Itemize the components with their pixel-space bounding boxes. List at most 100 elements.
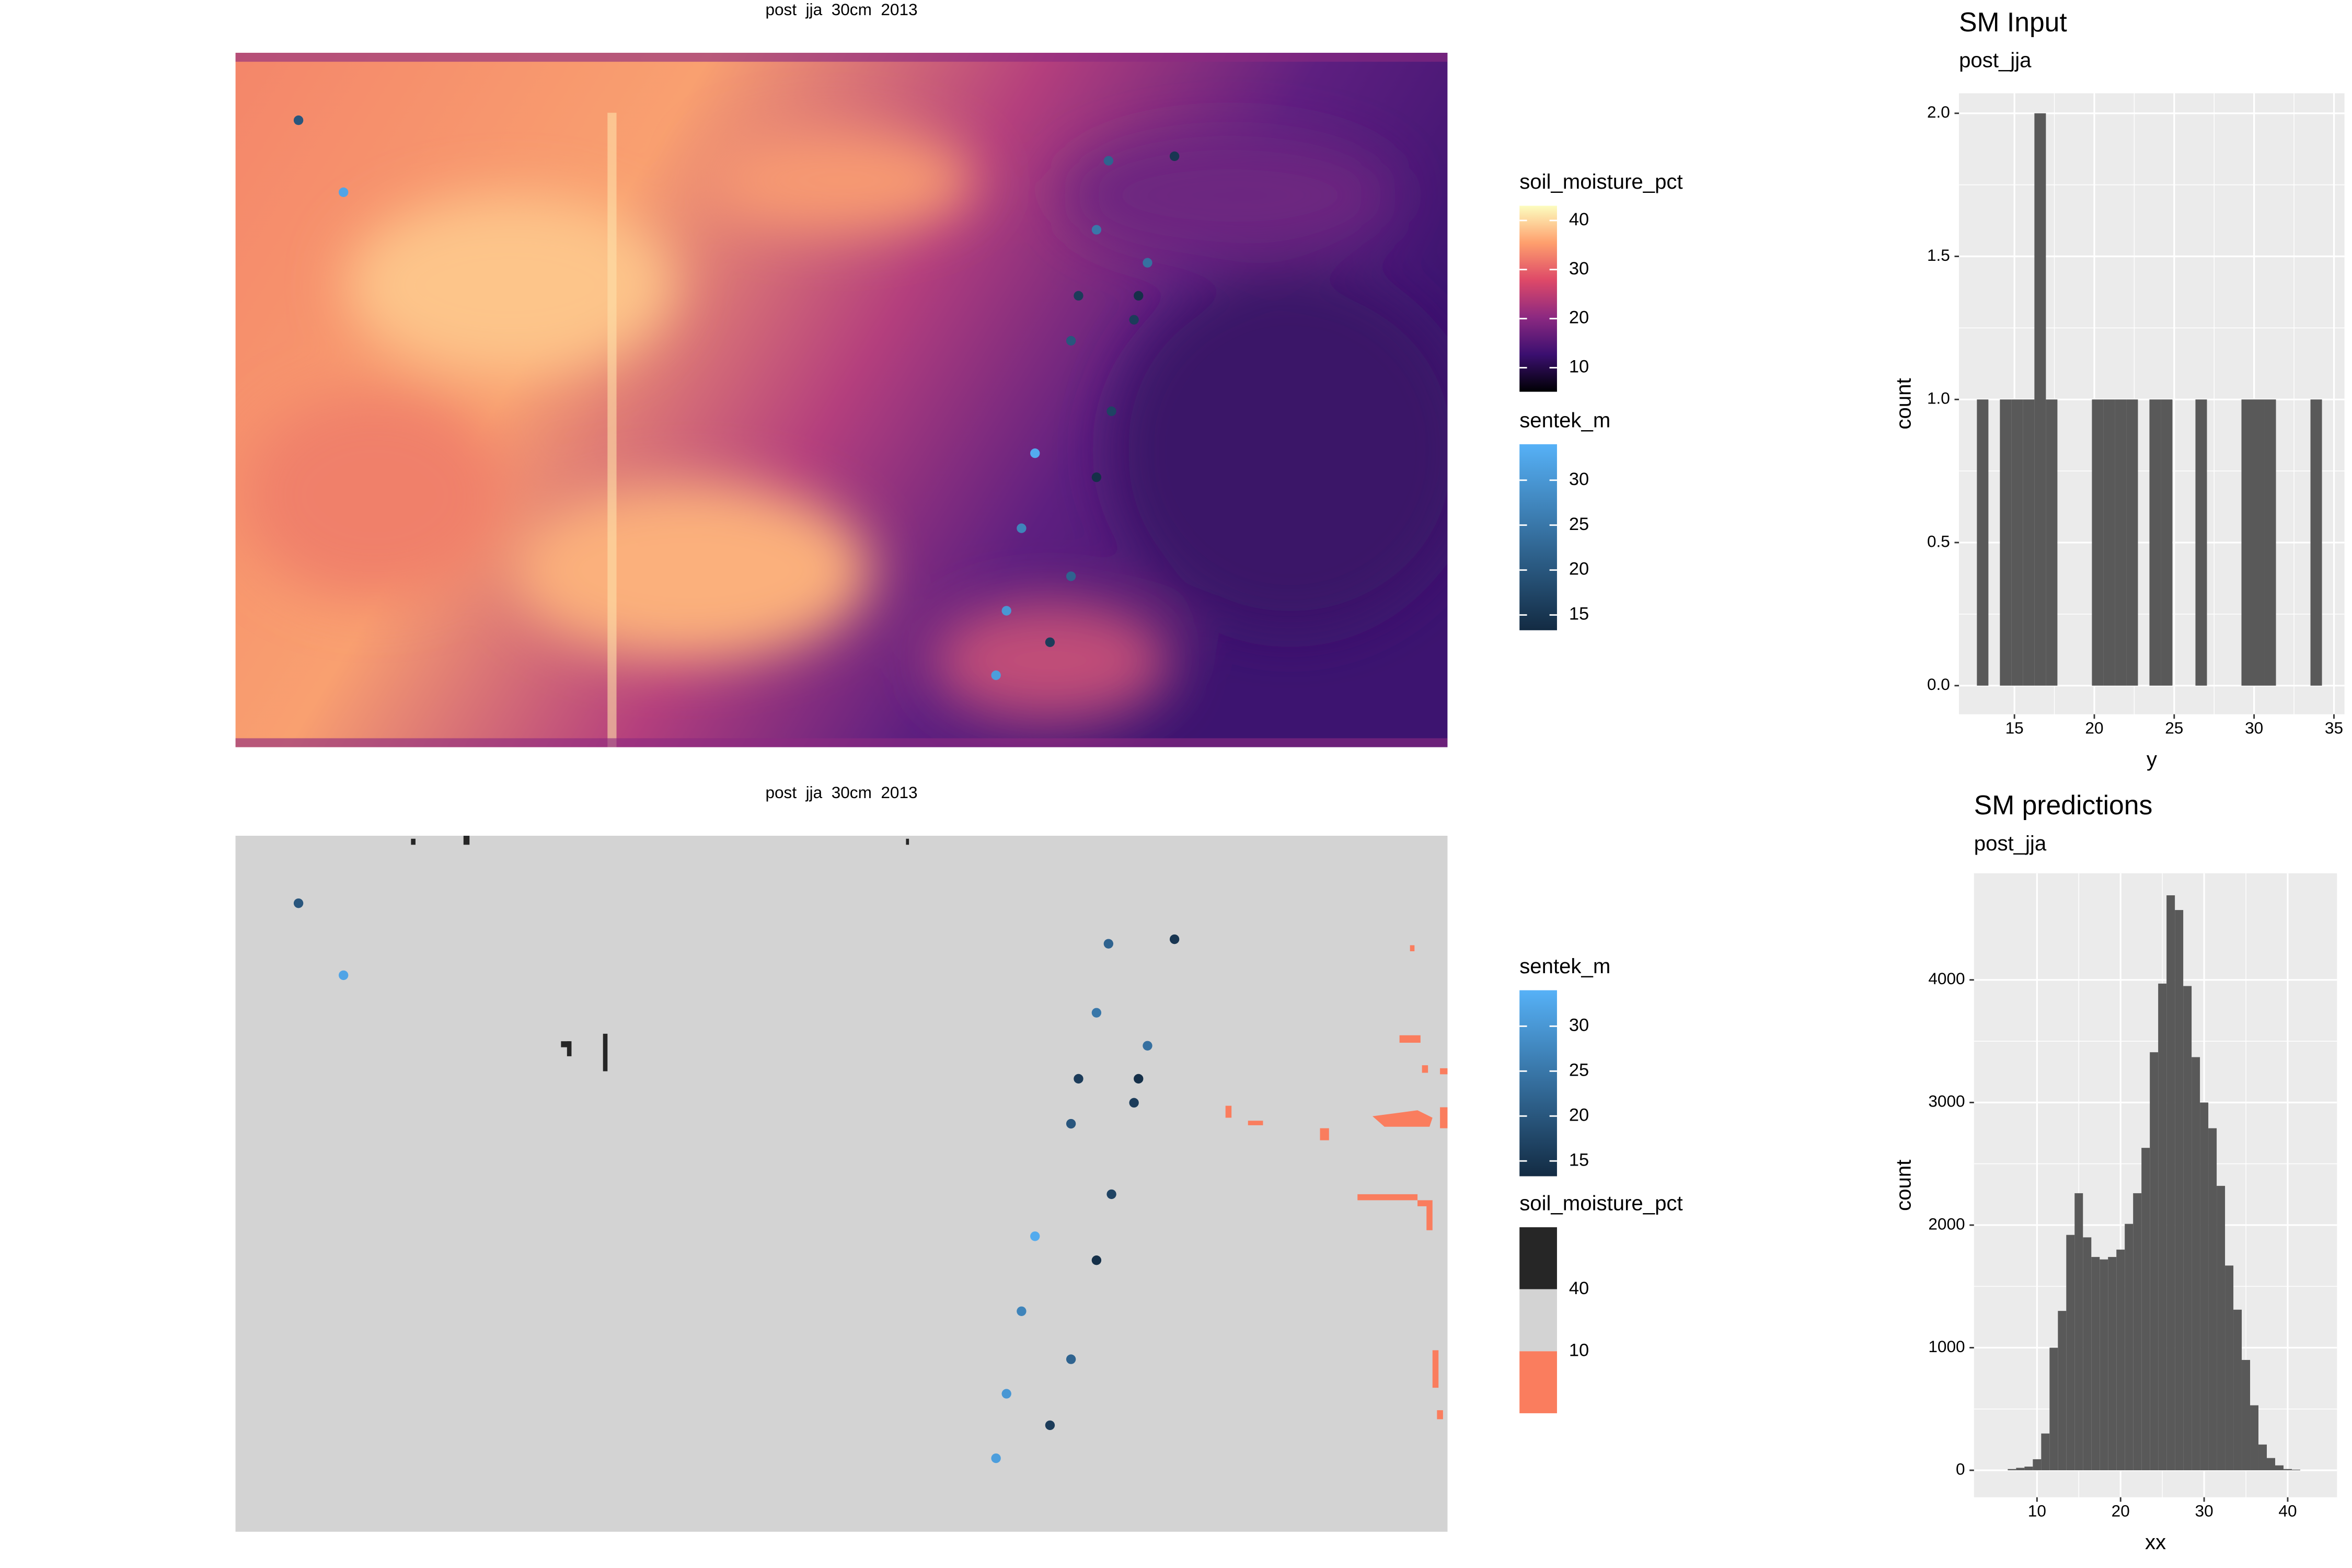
legend-label: 20 xyxy=(1569,308,1589,328)
chart-title: SM Input xyxy=(1959,7,2067,37)
sensor-point xyxy=(1045,637,1055,647)
legend-label: 25 xyxy=(1569,1060,1589,1080)
y-axis-label: count xyxy=(1892,378,1915,429)
sensor-point xyxy=(1169,151,1180,162)
legend-label: 30 xyxy=(1569,1015,1589,1035)
histogram-bar xyxy=(2264,399,2276,686)
histogram-bar xyxy=(2058,1311,2067,1471)
sensor-point xyxy=(1134,291,1144,301)
sensor-point xyxy=(1066,1354,1076,1364)
legend-label: 15 xyxy=(1569,604,1589,624)
chart-title: SM predictions xyxy=(1974,790,2153,820)
legend-label: 30 xyxy=(1569,259,1589,279)
sensor-point xyxy=(1030,448,1040,458)
histogram-bar xyxy=(2074,1193,2083,1471)
x-tick-label: 20 xyxy=(2112,1502,2130,1520)
histogram-bar xyxy=(2253,399,2265,686)
sensor-point xyxy=(1030,1231,1040,1241)
sensor-point xyxy=(1134,1074,1144,1084)
map-title: post jja 30cm 2013 xyxy=(765,0,917,19)
chart-subtitle: post_jja xyxy=(1959,49,2032,72)
histogram-bar xyxy=(2150,1052,2159,1471)
histogram-bar xyxy=(2083,1237,2092,1471)
y-tick-label: 2.0 xyxy=(1927,102,1950,121)
histogram-bar xyxy=(2024,1466,2033,1471)
legend-key xyxy=(1519,1227,1557,1289)
sensor-point xyxy=(991,670,1001,681)
sensor-point xyxy=(1001,606,1011,616)
y-tick-label: 1000 xyxy=(1928,1337,1965,1356)
y-tick-label: 0 xyxy=(1956,1459,1965,1478)
histogram-bar xyxy=(2049,1347,2058,1471)
x-tick-label: 15 xyxy=(2005,719,2024,737)
sensor-point xyxy=(1103,156,1114,166)
histogram-bar xyxy=(2141,1148,2150,1471)
histogram-bar xyxy=(2126,399,2138,686)
y-tick-label: 1.5 xyxy=(1927,246,1950,264)
sensor-point xyxy=(1106,406,1116,417)
y-tick-label: 0.0 xyxy=(1927,675,1950,694)
legend-label: 15 xyxy=(1569,1150,1589,1170)
histogram-bar xyxy=(2283,1469,2292,1471)
sensor-point xyxy=(1045,1420,1055,1431)
legend-title: sentek_m xyxy=(1519,954,1610,978)
histogram-bar xyxy=(1977,399,1989,686)
legend-key xyxy=(1519,1289,1557,1352)
legend-title: soil_moisture_pct xyxy=(1519,170,1682,193)
colorbar xyxy=(1519,990,1557,1177)
histogram-bar xyxy=(2217,1185,2226,1471)
raster xyxy=(235,52,1448,747)
sensor-point xyxy=(293,898,304,908)
histogram-bar xyxy=(2011,399,2023,686)
histogram-bar xyxy=(2192,1057,2200,1471)
colorbar xyxy=(1519,205,1557,392)
histogram-bar xyxy=(2034,113,2046,686)
histogram-bar xyxy=(2046,399,2058,686)
sensor-point xyxy=(1074,1074,1083,1084)
sensor-point xyxy=(339,970,349,981)
legend-title: soil_moisture_pct xyxy=(1519,1192,1682,1215)
histogram-bar xyxy=(2241,399,2253,686)
histogram-bar xyxy=(2133,1193,2142,1471)
histogram-bar xyxy=(2242,1359,2251,1471)
raster xyxy=(235,836,1448,1532)
sensor-point xyxy=(1129,1098,1139,1108)
legend-label: 20 xyxy=(1569,559,1589,579)
sensor-point xyxy=(1066,571,1076,581)
sensor-point xyxy=(1091,1008,1102,1018)
y-tick-label: 0.5 xyxy=(1927,532,1950,550)
sensor-point xyxy=(293,115,304,125)
y-axis-label: count xyxy=(1892,1160,1915,1211)
chart-subtitle: post_jja xyxy=(1974,832,2047,855)
histogram-bar xyxy=(2233,1309,2242,1471)
histogram-bar xyxy=(2000,399,2012,686)
legend-key xyxy=(1519,1351,1557,1413)
sensor-point xyxy=(1143,1041,1152,1051)
legend-label: 20 xyxy=(1569,1105,1589,1125)
legend-label: 40 xyxy=(1569,210,1589,229)
histogram-bar xyxy=(2149,399,2161,686)
histogram-bar xyxy=(2166,895,2175,1471)
histogram-bar xyxy=(2258,1444,2267,1471)
histogram-bar xyxy=(2066,1235,2075,1471)
legend-label: 10 xyxy=(1569,1340,1589,1360)
histogram-bar xyxy=(2310,399,2322,686)
histogram-bar xyxy=(2041,1433,2050,1471)
histogram-bar xyxy=(2183,986,2192,1471)
sensor-point xyxy=(1169,934,1180,944)
legend-label: 30 xyxy=(1569,469,1589,489)
legend-label: 25 xyxy=(1569,514,1589,534)
histogram-bar xyxy=(2175,910,2184,1471)
sensor-point xyxy=(1091,472,1102,482)
sensor-point xyxy=(1103,939,1114,949)
x-tick-label: 30 xyxy=(2195,1502,2213,1520)
histogram-bar xyxy=(2023,399,2035,686)
histogram-bar xyxy=(2008,1469,2016,1471)
legend-title: sentek_m xyxy=(1519,409,1610,432)
sensor-point xyxy=(1091,225,1102,235)
y-tick-label: 1.0 xyxy=(1927,389,1950,408)
sensor-point xyxy=(1143,258,1152,268)
histogram-bar xyxy=(2125,1224,2134,1471)
sensor-point xyxy=(1017,1306,1027,1316)
